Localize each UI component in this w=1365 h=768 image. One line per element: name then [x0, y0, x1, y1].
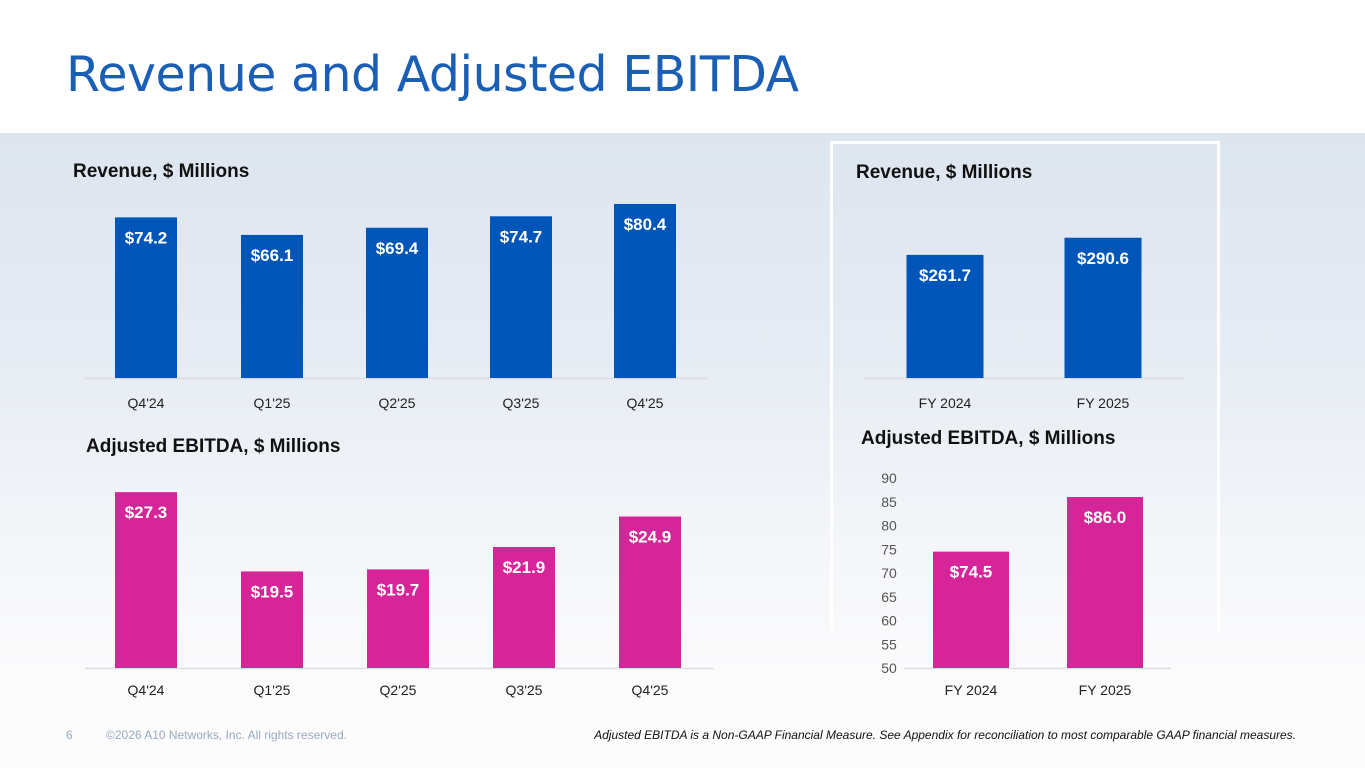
y-tick-label: 50: [881, 660, 897, 676]
annual-ebitda-title: Adjusted EBITDA, $ Millions: [861, 428, 1116, 449]
page-title: Revenue and Adjusted EBITDA: [66, 46, 799, 103]
y-tick-label: 70: [881, 565, 897, 581]
bar-data-label: $66.1: [251, 246, 294, 265]
non-gaap-note: Adjusted EBITDA is a Non-GAAP Financial …: [594, 728, 1296, 742]
bar-data-label: $69.4: [376, 239, 419, 258]
y-tick-label: 65: [881, 589, 897, 605]
category-label: Q4'24: [128, 682, 165, 698]
page-number: 6: [66, 728, 73, 742]
annual-ebitda-chart: 50 55 60 65 70 75 80 85 90 $74.5 FY 2024 $86.0 FY 20…: [881, 470, 1171, 698]
bar-data-label: $74.7: [500, 227, 543, 246]
category-label: FY 2025: [1077, 395, 1130, 411]
bar-data-label: $24.9: [629, 528, 672, 547]
bar-q425: [614, 203, 676, 378]
bar-data-label: $261.7: [919, 266, 971, 285]
annual-revenue-chart: $261.7 FY 2024 $290.6 FY 2025: [865, 237, 1183, 411]
category-label: FY 2024: [945, 682, 998, 698]
bar-q425: [619, 516, 681, 668]
category-label: Q4'25: [632, 682, 669, 698]
bar-data-label: $86.0: [1084, 508, 1127, 527]
category-label: Q3'25: [506, 682, 543, 698]
bar-data-label: $74.2: [125, 228, 168, 247]
bar-fy2024: [906, 254, 984, 378]
bar-q424: [115, 217, 177, 378]
category-label: Q4'25: [627, 395, 664, 411]
bar-fy2024: [933, 551, 1009, 668]
bar-data-label: $19.5: [251, 582, 294, 601]
y-tick-label: 90: [881, 470, 897, 486]
category-label: Q2'25: [380, 682, 417, 698]
bar-data-label: $21.9: [503, 558, 546, 577]
quarterly-ebitda-chart: $27.3 Q4'24 $19.5 Q1'25 $19.7 Q2'25 $21.9 Q3'25…: [85, 492, 714, 698]
category-label: FY 2024: [919, 395, 972, 411]
category-label: Q1'25: [254, 395, 291, 411]
bar-q125: [241, 571, 303, 668]
bar-data-label: $80.4: [624, 215, 667, 234]
bar-data-label: $290.6: [1077, 249, 1129, 268]
category-label: Q1'25: [254, 682, 291, 698]
y-tick-label: 75: [881, 541, 897, 557]
category-label: Q2'25: [379, 395, 416, 411]
category-label: FY 2025: [1079, 682, 1132, 698]
bar-q225: [367, 569, 429, 668]
category-label: Q4'24: [128, 395, 165, 411]
annual-revenue-title: Revenue, $ Millions: [856, 162, 1033, 183]
bar-data-label: $19.7: [377, 580, 420, 599]
fiscal-year-panel: [830, 141, 1220, 631]
bar-q225: [366, 227, 428, 378]
bar-q125: [241, 234, 303, 378]
y-tick-label: 60: [881, 613, 897, 629]
quarterly-revenue-title: Revenue, $ Millions: [73, 161, 250, 182]
bar-q424: [115, 492, 177, 668]
y-tick-label: 55: [881, 636, 897, 652]
bar-q325: [493, 547, 555, 668]
bar-data-label: $27.3: [125, 503, 168, 522]
y-tick-label: 80: [881, 518, 897, 534]
copyright-text: ©2026 A10 Networks, Inc. All rights rese…: [106, 728, 347, 742]
quarterly-ebitda-title: Adjusted EBITDA, $ Millions: [86, 436, 341, 457]
bar-fy2025: [1064, 237, 1142, 378]
bar-q325: [490, 216, 552, 378]
y-tick-label: 85: [881, 494, 897, 510]
bar-data-label: $74.5: [950, 563, 993, 582]
category-label: Q3'25: [503, 395, 540, 411]
bar-fy2025: [1067, 497, 1143, 668]
slide-header: Revenue and Adjusted EBITDA: [0, 0, 1365, 133]
quarterly-revenue-chart: $74.2 Q4'24 $66.1 Q1'25 $69.4 Q2'25 $74.7 Q3'25…: [85, 203, 707, 411]
